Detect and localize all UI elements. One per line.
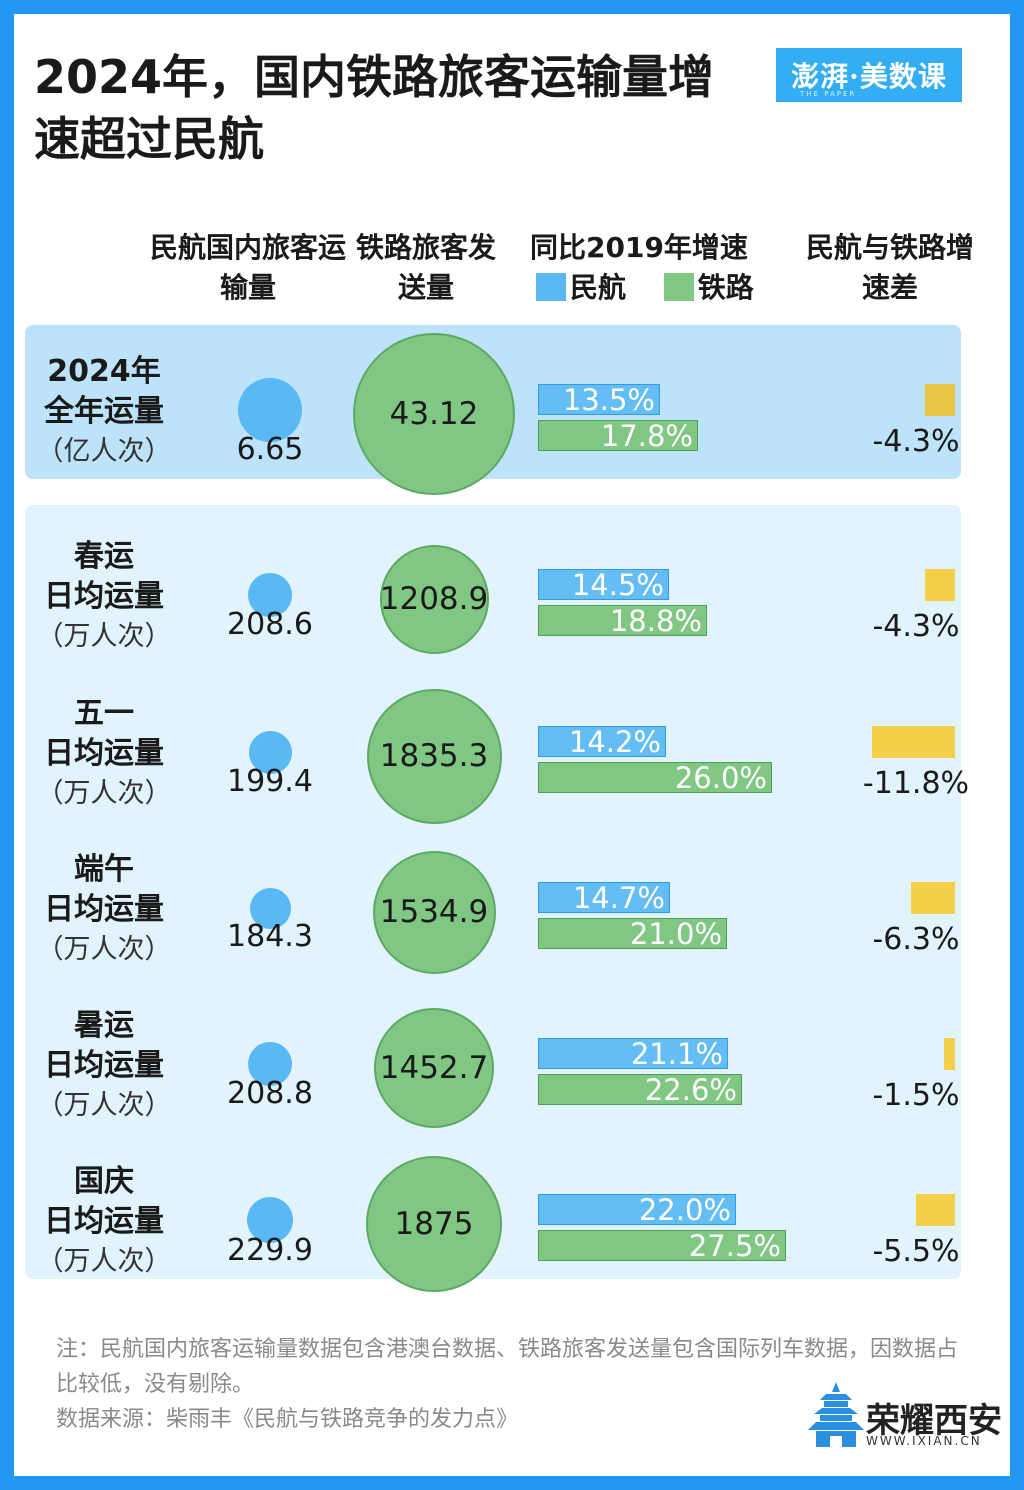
air-volume-value: 208.8 xyxy=(227,1076,313,1111)
row-label-line1: 2024年 xyxy=(47,354,161,389)
holiday-panel xyxy=(25,505,961,1279)
the-paper-logo: 澎湃·美数课 xyxy=(776,48,962,102)
row-unit: （万人次） xyxy=(36,1246,172,1277)
rail-growth-bar: 22.6% xyxy=(538,1074,742,1106)
air-volume-bubble xyxy=(247,1197,293,1243)
air-growth-bar: 14.2% xyxy=(538,726,666,758)
rail-growth-bar: 27.5% xyxy=(538,1230,786,1262)
rail-volume-bubble: 1534.9 xyxy=(372,850,496,974)
air-volume-bubble xyxy=(238,378,302,442)
row-unit: （亿人次） xyxy=(36,436,172,467)
growth-diff-marker xyxy=(944,1038,955,1070)
legend-rail-label: 铁路 xyxy=(697,271,754,304)
row-label-line1: 端午 xyxy=(74,852,134,887)
air-volume-bubble xyxy=(248,1042,292,1086)
air-volume-value: 199.4 xyxy=(227,763,313,799)
source-text: 数据来源：柴雨丰《民航与铁路竞争的发力点》 xyxy=(56,1407,519,1432)
growth-diff-value: -5.5% xyxy=(872,1234,960,1269)
rail-volume-bubble: 1208.9 xyxy=(379,544,489,654)
growth-diff-value: -4.3% xyxy=(872,609,960,644)
row-unit: （万人次） xyxy=(36,621,172,652)
growth-diff-marker xyxy=(872,726,955,758)
row-unit: （万人次） xyxy=(36,778,172,809)
footnote: 注：民航国内旅客运输量数据包含港澳台数据、铁路旅客发送量包含国际列车数据，因数据… xyxy=(56,1332,976,1437)
rail-volume-bubble: 1875 xyxy=(366,1156,502,1292)
brand-url: WWW.IXIAN.CN xyxy=(866,1434,982,1448)
header-diff: 民航与铁路增速差 xyxy=(806,231,975,304)
growth-diff-marker xyxy=(916,1194,955,1226)
row-label-line2: 日均运量 xyxy=(44,1048,164,1083)
air-volume-bubble xyxy=(248,573,292,617)
growth-diff-marker xyxy=(911,882,955,914)
header-yoy: 同比2019年增速 xyxy=(530,231,748,264)
row-label-line1: 春运 xyxy=(74,539,134,574)
legend-air-label: 民航 xyxy=(570,271,627,304)
growth-diff-marker xyxy=(925,569,955,601)
row-label: 暑运日均运量 （万人次） xyxy=(30,1006,178,1126)
air-volume-bubble xyxy=(249,887,291,929)
note-text: 注：民航国内旅客运输量数据包含港澳台数据、铁路旅客发送量包含国际列车数据，因数据… xyxy=(56,1337,959,1397)
row-label-line2: 全年运量 xyxy=(44,394,164,429)
row-label: 2024年全年运量 （亿人次） xyxy=(30,352,178,472)
header-rail-volume: 铁路旅客发送量 xyxy=(356,231,497,304)
air-growth-bar: 22.0% xyxy=(538,1194,736,1226)
air-volume-value: 208.6 xyxy=(227,607,313,642)
row-unit: （万人次） xyxy=(36,1090,172,1121)
air-volume-value: 6.65 xyxy=(236,432,304,467)
air-growth-bar: 21.1% xyxy=(538,1038,728,1070)
page-title: 2024年，国内铁路旅客运输量增速超过民航 xyxy=(34,50,715,166)
legend-air-swatch xyxy=(536,273,566,301)
row-label-line1: 五一 xyxy=(74,696,134,731)
air-volume-value: 229.9 xyxy=(227,1233,313,1268)
row-label: 五一日均运量 （万人次） xyxy=(30,694,178,814)
rail-volume-bubble: 1835.3 xyxy=(366,688,502,824)
growth-diff-value: -6.3% xyxy=(872,922,960,957)
row-label-line1: 暑运 xyxy=(74,1008,134,1043)
row-label: 端午日均运量 （万人次） xyxy=(30,850,178,970)
row-label-line2: 日均运量 xyxy=(44,1204,164,1239)
row-label-line1: 国庆 xyxy=(74,1164,134,1199)
brand-name: 荣耀西安 xyxy=(866,1401,1002,1441)
air-volume-value: 184.3 xyxy=(227,918,313,954)
row-label-line2: 日均运量 xyxy=(44,736,164,771)
legend: 民航 铁路 xyxy=(536,268,796,308)
air-growth-bar: 14.5% xyxy=(538,569,669,601)
rail-growth-bar: 26.0% xyxy=(538,762,772,794)
row-label: 春运日均运量 （万人次） xyxy=(30,537,178,657)
legend-rail-swatch xyxy=(663,273,694,301)
row-label-line2: 日均运量 xyxy=(44,892,164,927)
growth-diff-value: -1.5% xyxy=(872,1078,960,1113)
pagoda-icon xyxy=(808,1382,864,1447)
rail-growth-bar: 18.8% xyxy=(538,605,707,637)
row-label: 国庆日均运量 （万人次） xyxy=(30,1162,178,1282)
air-growth-bar: 13.5% xyxy=(538,384,660,416)
growth-diff-value: -4.3% xyxy=(872,424,960,459)
row-unit: （万人次） xyxy=(36,934,172,965)
rail-growth-bar: 21.0% xyxy=(538,918,727,950)
rail-volume-bubble: 43.12 xyxy=(353,333,515,495)
the-paper-logo-sub: THE PAPER xyxy=(800,90,857,98)
air-volume-bubble xyxy=(248,730,292,774)
growth-diff-value: -11.8% xyxy=(862,766,970,801)
row-label-line2: 日均运量 xyxy=(44,579,164,614)
rail-growth-bar: 17.8% xyxy=(538,420,698,452)
growth-diff-marker xyxy=(925,384,955,416)
air-growth-bar: 14.7% xyxy=(538,882,670,914)
rail-volume-bubble: 1452.7 xyxy=(374,1008,494,1128)
header-air-volume: 民航国内旅客运输量 xyxy=(150,231,347,304)
